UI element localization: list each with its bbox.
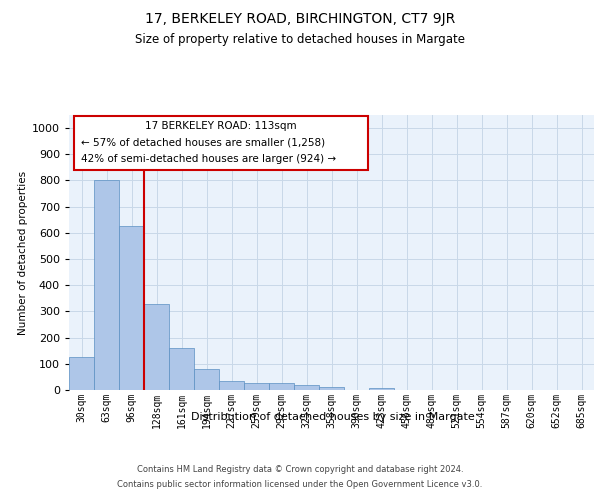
Bar <box>294 386 319 390</box>
FancyBboxPatch shape <box>74 116 368 170</box>
Bar <box>244 382 269 390</box>
Text: Contains public sector information licensed under the Open Government Licence v3: Contains public sector information licen… <box>118 480 482 489</box>
Bar <box>369 388 394 390</box>
Bar <box>269 384 294 390</box>
Text: ← 57% of detached houses are smaller (1,258): ← 57% of detached houses are smaller (1,… <box>80 138 325 147</box>
Text: Contains HM Land Registry data © Crown copyright and database right 2024.: Contains HM Land Registry data © Crown c… <box>137 465 463 474</box>
Text: 42% of semi-detached houses are larger (924) →: 42% of semi-detached houses are larger (… <box>80 154 335 164</box>
Text: 17, BERKELEY ROAD, BIRCHINGTON, CT7 9JR: 17, BERKELEY ROAD, BIRCHINGTON, CT7 9JR <box>145 12 455 26</box>
Bar <box>144 304 169 390</box>
Bar <box>219 381 244 390</box>
Bar <box>94 180 119 390</box>
Text: Distribution of detached houses by size in Margate: Distribution of detached houses by size … <box>191 412 475 422</box>
Text: 17 BERKELEY ROAD: 113sqm: 17 BERKELEY ROAD: 113sqm <box>145 122 297 132</box>
Bar <box>69 358 94 390</box>
Bar <box>319 388 344 390</box>
Text: Size of property relative to detached houses in Margate: Size of property relative to detached ho… <box>135 32 465 46</box>
Bar <box>169 348 194 390</box>
Bar <box>119 226 144 390</box>
Y-axis label: Number of detached properties: Number of detached properties <box>18 170 28 334</box>
Bar <box>194 369 219 390</box>
